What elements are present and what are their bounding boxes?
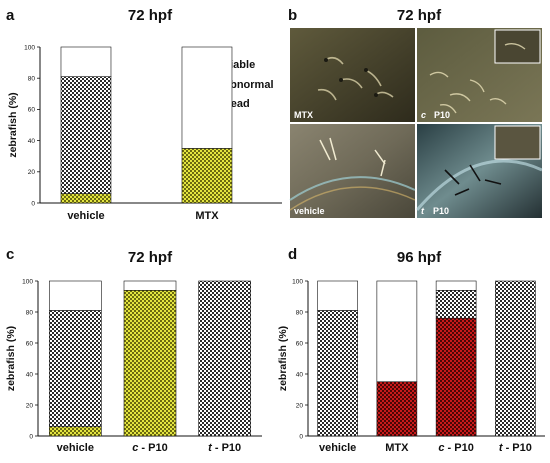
chart-a-ylabel: zebrafish (%) bbox=[7, 92, 19, 157]
panel-d-letter: d bbox=[288, 246, 297, 263]
chart-d: d 96 hpf zebrafish (%) 0 20 40 60 80 100 vehicle M… bbox=[277, 246, 545, 454]
bar-segment-dead bbox=[376, 381, 418, 437]
chart-d-category-label: MTX bbox=[385, 442, 409, 454]
chart-c-category-label: t - P10 bbox=[208, 442, 241, 454]
chart-c: c 72 hpf zebrafish (%) 0 20 40 60 80 100 vehicle c… bbox=[5, 246, 262, 454]
chart-c-ytick-label: 60 bbox=[26, 340, 34, 347]
chart-a-category-label: MTX bbox=[195, 210, 219, 222]
photo-vehicle: vehicle bbox=[289, 124, 416, 218]
charts: a 72 hpf zebrafish (%) 0 20 40 60 80 100 vehicle M… bbox=[5, 7, 545, 454]
photo-mtx: MTX bbox=[290, 28, 415, 122]
bar-segment-viable bbox=[495, 280, 536, 437]
bar-segment-abnormal bbox=[123, 289, 177, 437]
chart-d-ytick-label: 40 bbox=[296, 371, 304, 378]
bar-segment-abnormal bbox=[60, 193, 112, 204]
chart-c-ytick-label: 80 bbox=[26, 309, 34, 316]
bar-outline bbox=[49, 280, 102, 311]
chart-a-category-label: vehicle bbox=[67, 210, 104, 222]
bar-outline bbox=[376, 280, 418, 383]
chart-c-category-label: c - P10 bbox=[132, 442, 167, 454]
chart-c-ytick-label: 20 bbox=[26, 402, 34, 409]
bar-segment-viable bbox=[317, 310, 358, 437]
chart-d-ylabel: zebrafish (%) bbox=[277, 326, 289, 391]
chart-a-ytick-label: 80 bbox=[28, 76, 36, 83]
chart-a: a 72 hpf zebrafish (%) 0 20 40 60 80 100 vehicle M… bbox=[6, 7, 282, 222]
chart-c-category-label: vehicle bbox=[57, 442, 94, 454]
panel-a-letter: a bbox=[6, 7, 15, 24]
bar-outline bbox=[123, 280, 177, 291]
photo-c-p10: c P10 bbox=[417, 28, 542, 122]
chart-d-ytick-label: 20 bbox=[296, 402, 304, 409]
bar-outline bbox=[435, 280, 477, 291]
bar-segment-abnormal bbox=[181, 148, 233, 204]
bar-segment-viable bbox=[60, 76, 112, 194]
bar-outline bbox=[60, 46, 112, 77]
chart-a-ytick-label: 0 bbox=[31, 200, 35, 207]
photo-label-mtx: MTX bbox=[294, 110, 313, 120]
legend-label-abnormal: abnormal bbox=[224, 79, 274, 91]
chart-a-title: 72 hpf bbox=[128, 7, 173, 24]
photo-prefix-c-p10: c bbox=[421, 110, 426, 120]
panel-b-letter: b bbox=[288, 7, 297, 24]
chart-c-title: 72 hpf bbox=[128, 249, 173, 266]
panel-c-letter: c bbox=[6, 246, 14, 263]
photo-prefix-t-p10: t bbox=[421, 206, 425, 216]
chart-c-ylabel: zebrafish (%) bbox=[5, 326, 17, 391]
chart-d-ytick-label: 80 bbox=[296, 309, 304, 316]
panel-b-photos: b 72 hpf MTX c P10 vehicle t bbox=[288, 7, 543, 218]
bar-outline bbox=[317, 280, 358, 311]
bar-segment-viable bbox=[49, 310, 102, 428]
photo-label-vehicle: vehicle bbox=[294, 206, 325, 216]
bar-segment-dead bbox=[435, 317, 477, 437]
chart-a-ytick-label: 20 bbox=[28, 169, 36, 176]
chart-d-ytick-label: 100 bbox=[292, 278, 303, 285]
chart-d-category-label: t - P10 bbox=[499, 442, 532, 454]
bar-segment-abnormal bbox=[49, 426, 102, 437]
photo-label-c-p10: P10 bbox=[434, 110, 450, 120]
chart-c-ytick-label: 100 bbox=[22, 278, 33, 285]
chart-c-ytick-label: 0 bbox=[29, 433, 33, 440]
bar-outline bbox=[181, 46, 233, 149]
bar-segment-viable bbox=[435, 289, 477, 319]
chart-d-ytick-label: 0 bbox=[299, 433, 303, 440]
chart-d-category-label: vehicle bbox=[319, 442, 356, 454]
chart-d-title: 96 hpf bbox=[397, 249, 442, 266]
bar-segment-viable bbox=[198, 280, 251, 437]
panel-b-title: 72 hpf bbox=[397, 7, 442, 24]
chart-a-ytick-label: 60 bbox=[28, 107, 36, 114]
chart-a-ytick-label: 40 bbox=[28, 138, 36, 145]
photo-label-t-p10: P10 bbox=[433, 206, 449, 216]
photo-t-p10: t P10 bbox=[415, 124, 543, 218]
chart-d-category-label: c - P10 bbox=[438, 442, 473, 454]
chart-a-ytick-label: 100 bbox=[24, 44, 35, 51]
chart-c-ytick-label: 40 bbox=[26, 371, 34, 378]
chart-d-ytick-label: 60 bbox=[296, 340, 304, 347]
